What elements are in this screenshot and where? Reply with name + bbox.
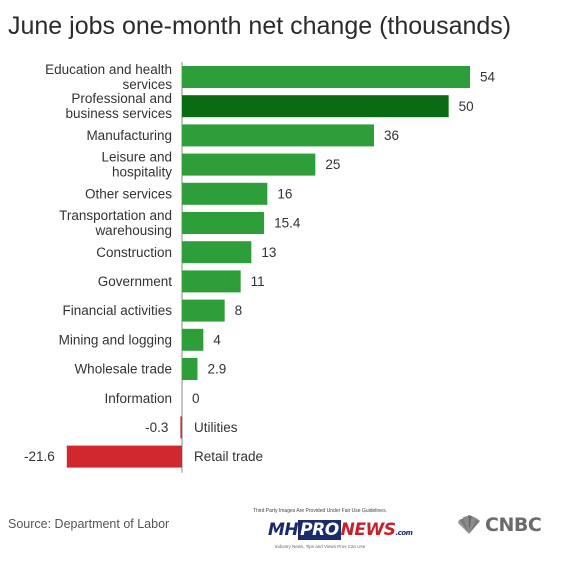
bar xyxy=(182,328,204,351)
bar xyxy=(182,182,268,205)
value-label: 2.9 xyxy=(207,362,226,377)
bar xyxy=(182,212,265,234)
bar xyxy=(182,66,470,88)
peacock-icon xyxy=(458,515,480,534)
category-label: Other services xyxy=(85,186,172,201)
bar-chart: 54 Education and health services 50 Professi… xyxy=(24,62,496,473)
value-label: 16 xyxy=(277,186,292,201)
value-label: -21.6 xyxy=(24,449,55,464)
chart-title: June jobs one-month net change (thousand… xyxy=(8,12,512,40)
bar xyxy=(182,153,316,176)
category-label: Government xyxy=(98,274,173,289)
category-label: Professional and business services xyxy=(65,91,172,121)
value-label: -0.3 xyxy=(145,420,168,435)
value-label: 50 xyxy=(459,99,474,114)
category-label: Manufacturing xyxy=(86,128,172,143)
category-label: Mining and logging xyxy=(59,332,172,347)
watermark-tagline: Industry News, Tips and Views Pros Can U… xyxy=(274,544,366,549)
value-label: 11 xyxy=(251,274,265,289)
value-label: 0 xyxy=(192,391,200,406)
bar xyxy=(182,124,374,147)
cnbc-wordmark: CNBC xyxy=(485,514,542,536)
value-label: 8 xyxy=(235,303,243,318)
logo-mh: MH xyxy=(268,520,299,540)
logo-news: NEWS xyxy=(340,520,396,540)
cnbc-logo: CNBC xyxy=(455,514,560,536)
category-label: Education and health services xyxy=(45,62,172,92)
category-label: Financial activities xyxy=(62,303,172,318)
source-note: Source: Department of Labor xyxy=(8,517,170,531)
bar xyxy=(182,241,252,264)
category-label: Leisure and hospitality xyxy=(101,150,172,180)
logo-com: .com xyxy=(395,529,413,537)
bar xyxy=(182,299,225,322)
value-label: 15.4 xyxy=(274,216,301,231)
bar xyxy=(182,95,449,118)
category-label: Transportation and warehousing xyxy=(59,208,172,238)
category-label: Utilities xyxy=(194,420,238,435)
bar xyxy=(182,358,198,380)
value-label: 4 xyxy=(213,332,221,347)
watermark-logo: MH PRO NEWS.com xyxy=(268,520,413,540)
category-label: Wholesale trade xyxy=(74,362,172,377)
watermark: Third Party Images Are Provided Under Fa… xyxy=(250,508,413,556)
value-label: 13 xyxy=(261,245,276,260)
bar xyxy=(180,416,182,439)
bar xyxy=(182,270,241,293)
value-label: 36 xyxy=(384,128,399,143)
category-label: Construction xyxy=(96,245,172,260)
value-label: 25 xyxy=(325,157,340,172)
watermark-notice: Third Party Images Are Provided Under Fa… xyxy=(253,508,387,514)
bar xyxy=(66,445,182,468)
logo-pro: PRO xyxy=(298,520,341,540)
category-label: Information xyxy=(104,391,172,406)
category-label: Retail trade xyxy=(194,449,263,464)
value-label: 54 xyxy=(480,70,496,85)
